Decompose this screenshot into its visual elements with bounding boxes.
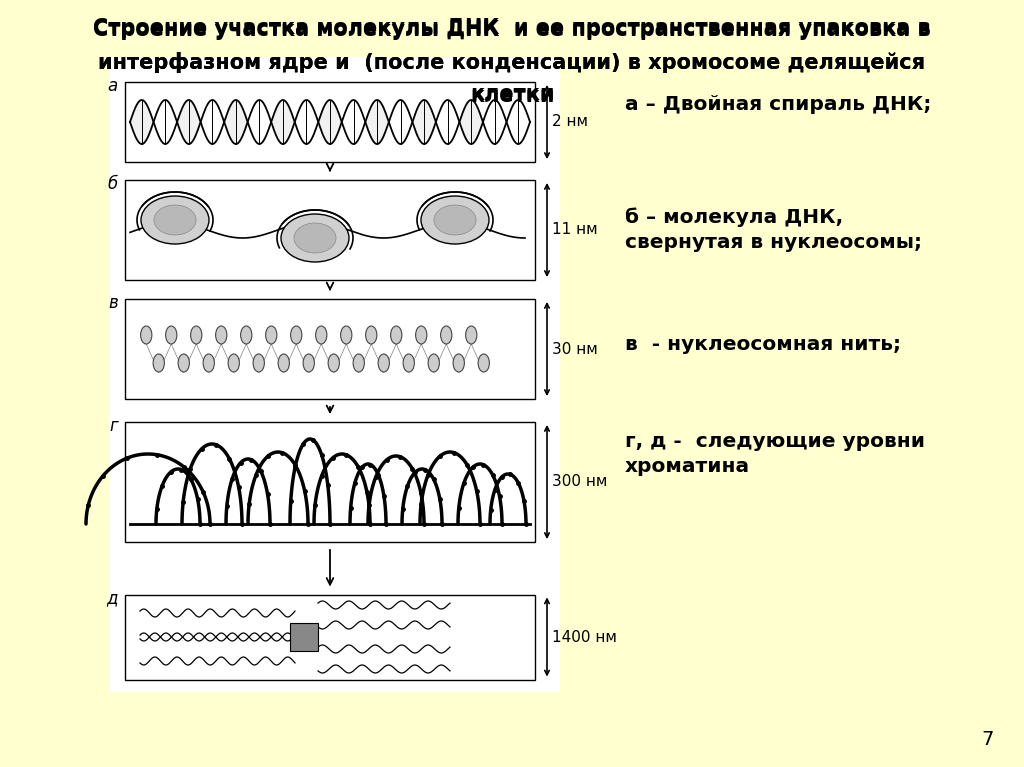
Ellipse shape <box>241 326 252 344</box>
Ellipse shape <box>216 326 227 344</box>
Ellipse shape <box>281 214 349 262</box>
Ellipse shape <box>478 354 489 372</box>
Ellipse shape <box>279 354 290 372</box>
Ellipse shape <box>166 326 177 344</box>
Text: г, д -  следующие уровни
хроматина: г, д - следующие уровни хроматина <box>625 432 925 476</box>
Bar <box>290 623 318 651</box>
Ellipse shape <box>440 326 452 344</box>
Text: Строение участка молекулы ДНК  и ее пространственная упаковка в: Строение участка молекулы ДНК и ее прост… <box>93 18 931 38</box>
Ellipse shape <box>154 354 165 372</box>
Ellipse shape <box>315 326 327 344</box>
Ellipse shape <box>203 354 214 372</box>
Ellipse shape <box>140 326 152 344</box>
Bar <box>125 299 535 399</box>
Ellipse shape <box>378 354 389 372</box>
Text: 1400 нм: 1400 нм <box>552 630 616 644</box>
Text: в: в <box>109 294 118 312</box>
Ellipse shape <box>178 354 189 372</box>
Ellipse shape <box>466 326 477 344</box>
Text: 30 нм: 30 нм <box>552 341 598 357</box>
Text: клетки: клетки <box>470 84 554 104</box>
Text: 7: 7 <box>982 730 994 749</box>
Ellipse shape <box>434 205 476 235</box>
Text: г: г <box>110 417 118 435</box>
Ellipse shape <box>228 354 240 372</box>
Ellipse shape <box>141 196 209 244</box>
Ellipse shape <box>265 326 276 344</box>
Text: интерфазном ядре и  (после конденсации) в хромосоме делящейся: интерфазном ядре и (после конденсации) в… <box>98 52 926 73</box>
Ellipse shape <box>253 354 264 372</box>
Text: б – молекула ДНК,
свернутая в нуклеосомы;: б – молекула ДНК, свернутая в нуклеосомы… <box>625 207 922 252</box>
Bar <box>110 57 560 692</box>
Text: в  - нуклеосомная нить;: в - нуклеосомная нить; <box>625 335 901 354</box>
Text: 11 нм: 11 нм <box>552 222 598 238</box>
Bar <box>125 422 535 542</box>
Text: 300 нм: 300 нм <box>552 475 607 489</box>
Ellipse shape <box>303 354 314 372</box>
Ellipse shape <box>291 326 302 344</box>
Bar <box>125 180 535 280</box>
Text: Строение участка молекулы ДНК  и ее пространственная упаковка в: Строение участка молекулы ДНК и ее прост… <box>93 20 931 40</box>
Ellipse shape <box>366 326 377 344</box>
Bar <box>125 594 535 680</box>
Ellipse shape <box>416 326 427 344</box>
Text: а – Двойная спираль ДНК;: а – Двойная спираль ДНК; <box>625 95 932 114</box>
Ellipse shape <box>421 196 489 244</box>
Ellipse shape <box>294 223 336 253</box>
Ellipse shape <box>154 205 196 235</box>
Ellipse shape <box>390 326 401 344</box>
Ellipse shape <box>428 354 439 372</box>
Ellipse shape <box>328 354 339 372</box>
Text: а: а <box>108 77 118 95</box>
Text: б: б <box>108 175 118 193</box>
Text: д: д <box>106 590 118 607</box>
Ellipse shape <box>454 354 464 372</box>
Ellipse shape <box>190 326 202 344</box>
Text: клетки: клетки <box>470 86 554 106</box>
Ellipse shape <box>403 354 415 372</box>
Text: интерфазном ядре и  (после конденсации) в хромосоме делящейся: интерфазном ядре и (после конденсации) в… <box>98 52 926 73</box>
Bar <box>125 82 535 162</box>
Ellipse shape <box>341 326 352 344</box>
Ellipse shape <box>353 354 365 372</box>
Text: 2 нм: 2 нм <box>552 114 588 130</box>
